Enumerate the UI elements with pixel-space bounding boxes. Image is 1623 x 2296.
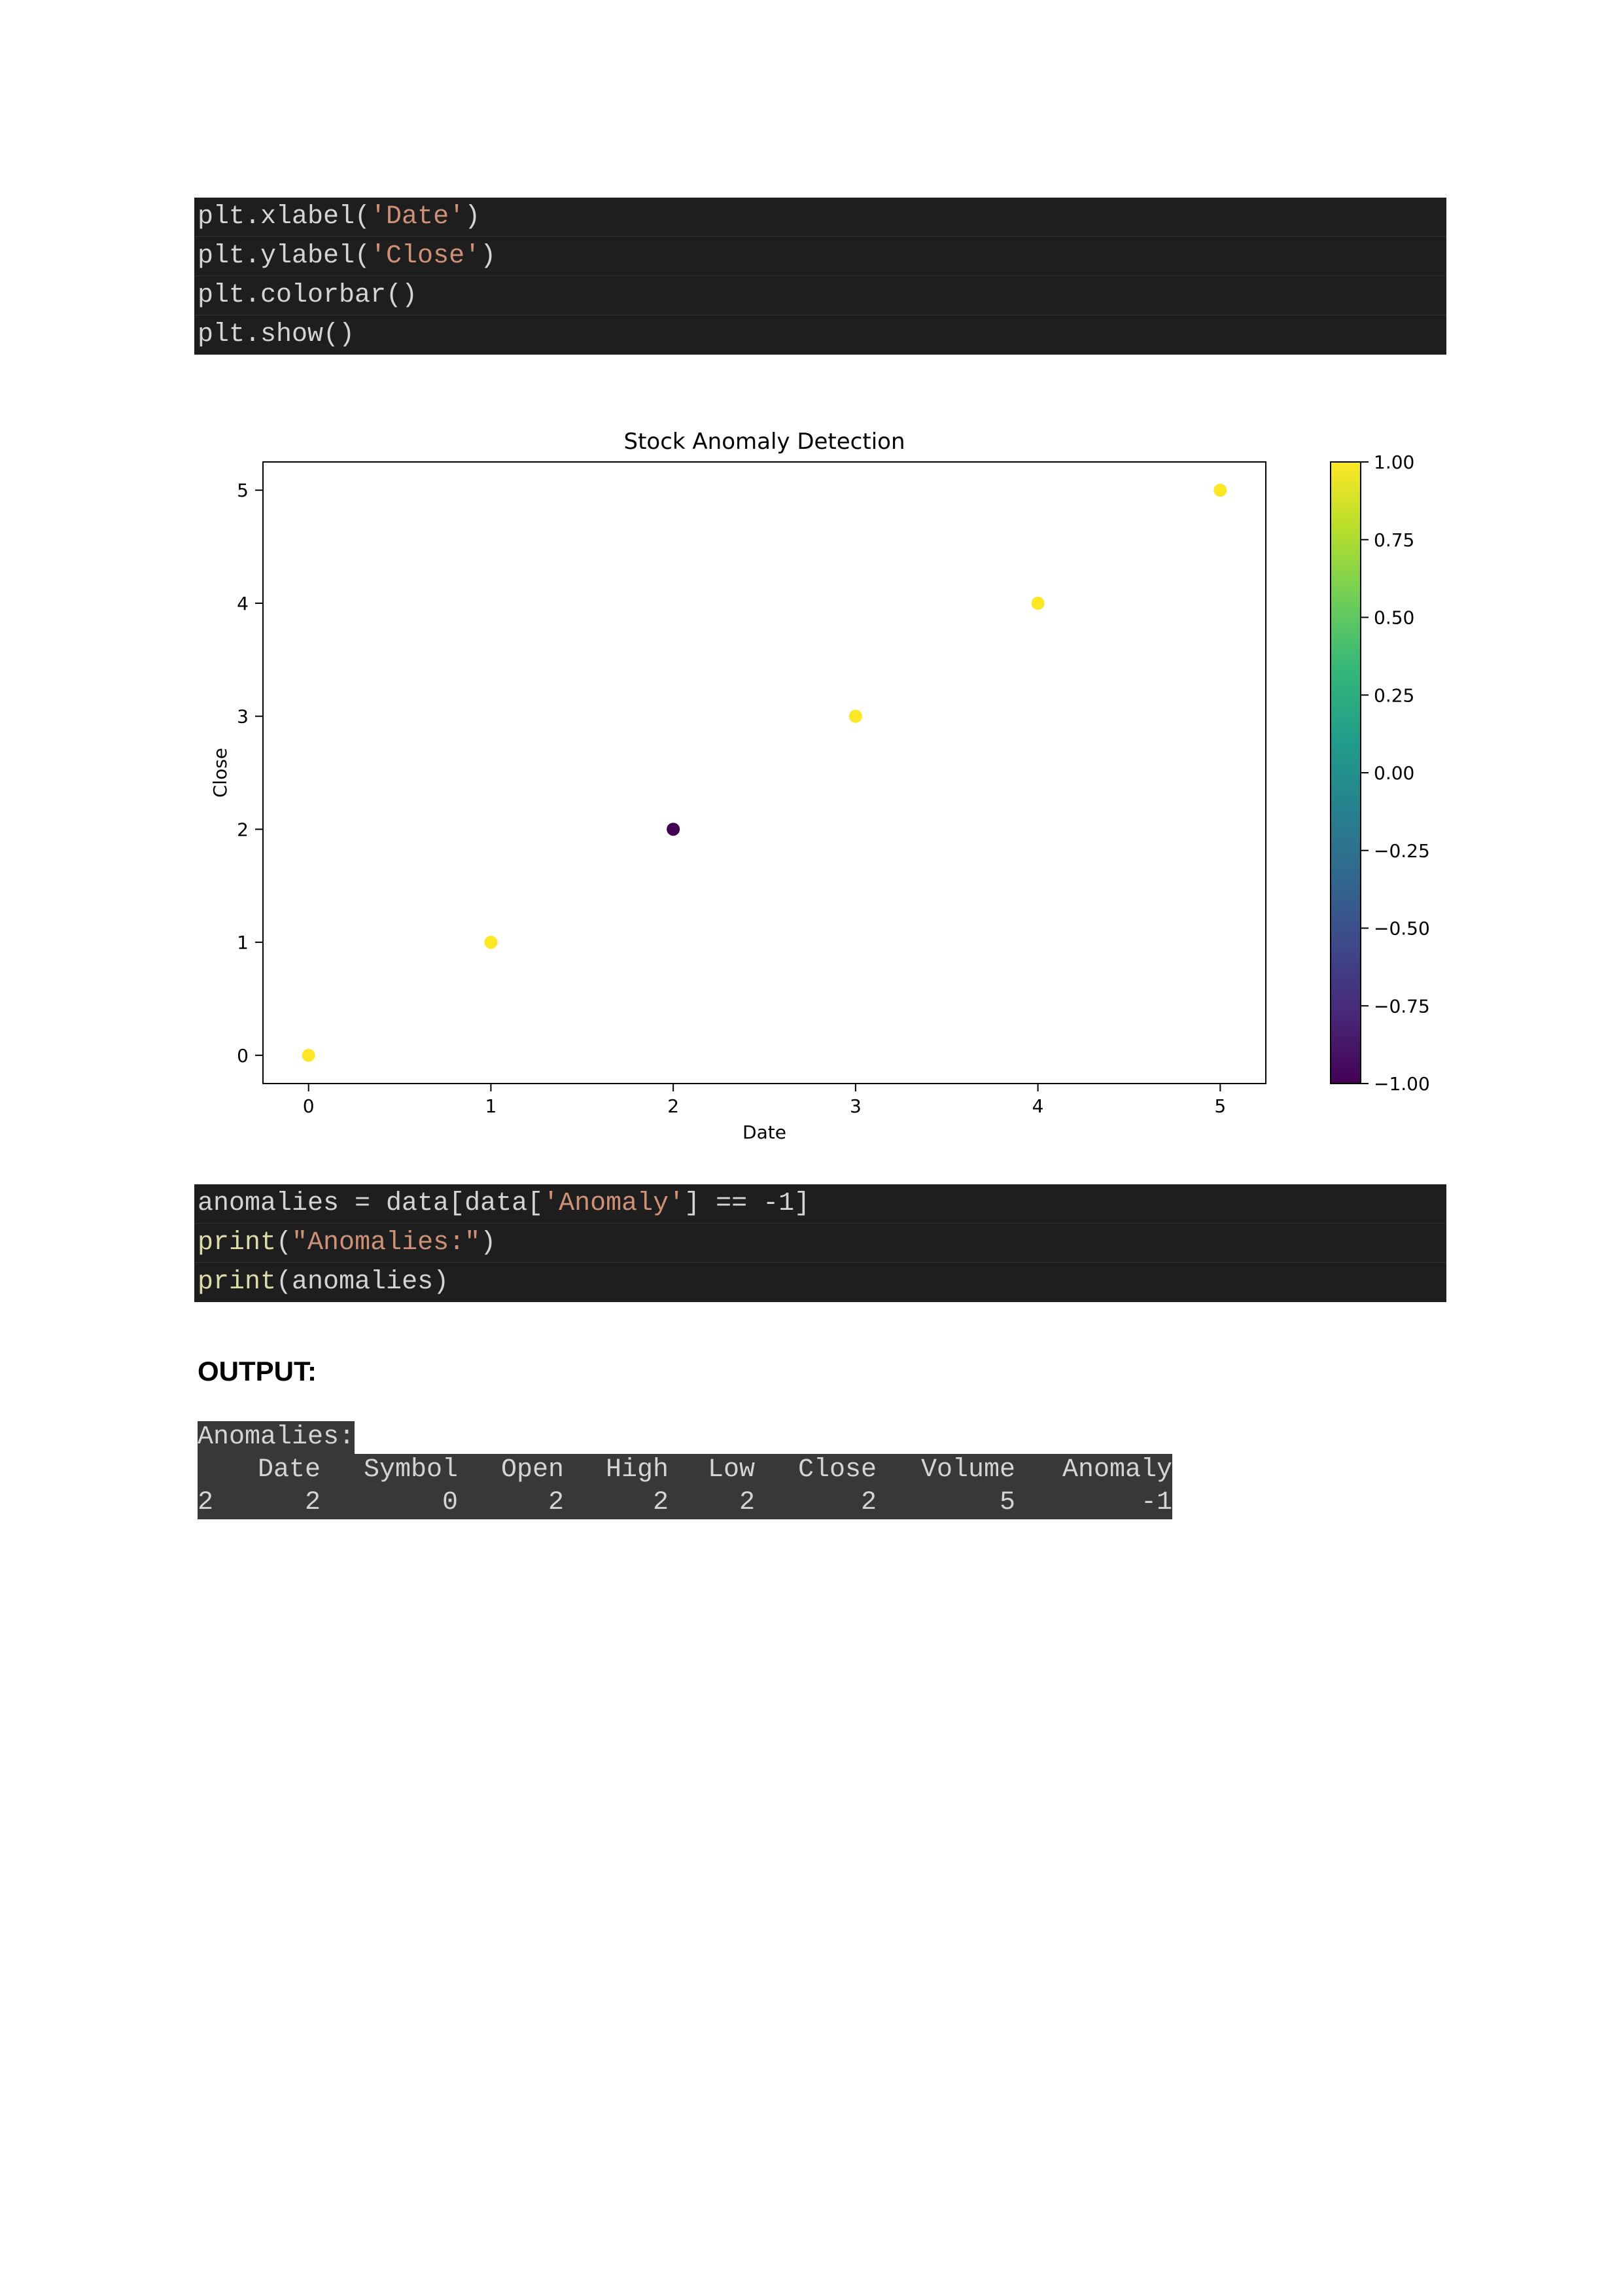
code-token: ( [276,1228,292,1258]
y-tick-label: 0 [237,1045,249,1067]
colorbar-tick-label: 1.00 [1374,451,1414,473]
code-token: ] == -1] [684,1189,811,1218]
data-point [848,709,862,723]
code-token: plt.show() [198,320,355,349]
table-cell: 2 [739,1488,755,1517]
code-block-1-line: plt.colorbar() [194,276,1446,315]
table-cell: 2 [304,1488,321,1517]
output-label: OUTPUT: [198,1356,317,1386]
table-cell: High [605,1455,669,1485]
table-cell: Symbol [363,1455,458,1485]
code-token: 'Date' [370,202,465,232]
code-block-1-line: plt.ylabel('Close') [194,237,1446,276]
y-tick-label: 1 [237,932,249,953]
x-tick-label: 4 [1032,1095,1044,1117]
code-token: ) [480,241,497,271]
code-token: 'Close' [370,241,481,271]
colorbar [1330,461,1361,1084]
data-point [1031,596,1045,610]
colorbar-tick-label: −0.25 [1374,840,1430,862]
code-token: 'Anomaly' [543,1189,685,1218]
code-token: plt.colorbar() [198,281,418,310]
colorbar-tick-label: −0.50 [1374,918,1430,940]
x-axis-label: Date [742,1122,786,1143]
row-index: 2 [197,1488,213,1517]
table-cell: 2 [860,1488,877,1517]
x-tick-label: 5 [1214,1095,1226,1117]
code-token: (anomalies) [276,1267,449,1297]
colorbar-tick-label: 0.50 [1374,607,1414,629]
x-tick-label: 2 [667,1095,679,1117]
table-cell: 0 [442,1488,458,1517]
table-cell: Open [500,1455,564,1485]
table-header-row: Date Symbol Open High Low Close Volume Anomaly [198,1454,1172,1487]
output-printed-header: Anomalies: [198,1421,355,1454]
code-block-anomalies: anomalies = data[data['Anomaly'] == -1] p… [194,1184,1446,1302]
y-axis-label: Close [209,748,231,798]
code-token: plt.xlabel( [198,202,371,232]
code-token: ) [464,202,481,232]
code-token: ) [480,1228,497,1258]
colorbar-tick-label: 0.75 [1374,529,1414,551]
table-row: 2 2 0 2 2 2 2 5 -1 [198,1487,1172,1519]
code-token: anomalies = data[data[ [198,1189,544,1218]
table-cell: Volume [920,1455,1015,1485]
code-block-1-line: plt.xlabel('Date') [194,198,1446,237]
data-point [484,936,498,949]
code-token: plt.ylabel( [198,241,371,271]
y-tick-label: 5 [237,480,249,501]
table-cell: Anomaly [1062,1455,1172,1485]
table-cell: Low [707,1455,755,1485]
code-block-plot: plt.xlabel('Date') plt.ylabel('Close') plt… [194,198,1446,355]
chart-title: Stock Anomaly Detection [623,429,905,455]
code-block-2-line: print("Anomalies:") [194,1224,1446,1263]
table-cell: 2 [548,1488,564,1517]
scatter-chart: Stock Anomaly Detection 0 1 2 3 4 5 0 1 2 3 4 5 Date C… [209,429,1430,1143]
colorbar-tick-label: −1.00 [1374,1073,1430,1095]
plot-area [262,461,1266,1084]
colorbar-tick-label: −0.75 [1374,995,1430,1017]
output-dataframe: Date Symbol Open High Low Close Volume Anomaly 2… [198,1454,1172,1519]
y-tick-label: 2 [237,819,249,840]
anomaly-point [667,822,680,836]
code-token: "Anomalies:" [292,1228,481,1258]
code-block-2-line: anomalies = data[data['Anomaly'] == -1] [194,1184,1446,1224]
code-token: print [198,1267,277,1297]
table-cell: Close [797,1455,877,1485]
x-tick-label: 3 [850,1095,862,1117]
y-tick-label: 4 [237,593,249,614]
code-block-1-line: plt.show() [194,315,1446,355]
data-point [302,1048,315,1062]
code-block-2-line: print(anomalies) [194,1263,1446,1302]
colorbar-tick-label: 0.25 [1374,684,1414,706]
x-tick-label: 0 [303,1095,315,1117]
y-tick-label: 3 [237,706,249,728]
table-cell: -1 [1140,1488,1172,1517]
colorbar-tick-label: 0.00 [1374,762,1414,784]
code-token: print [198,1228,277,1258]
data-point [1213,484,1227,497]
table-cell: 2 [652,1488,669,1517]
table-cell: 5 [999,1488,1015,1517]
table-cell: Date [257,1455,321,1485]
x-tick-label: 1 [485,1095,497,1117]
